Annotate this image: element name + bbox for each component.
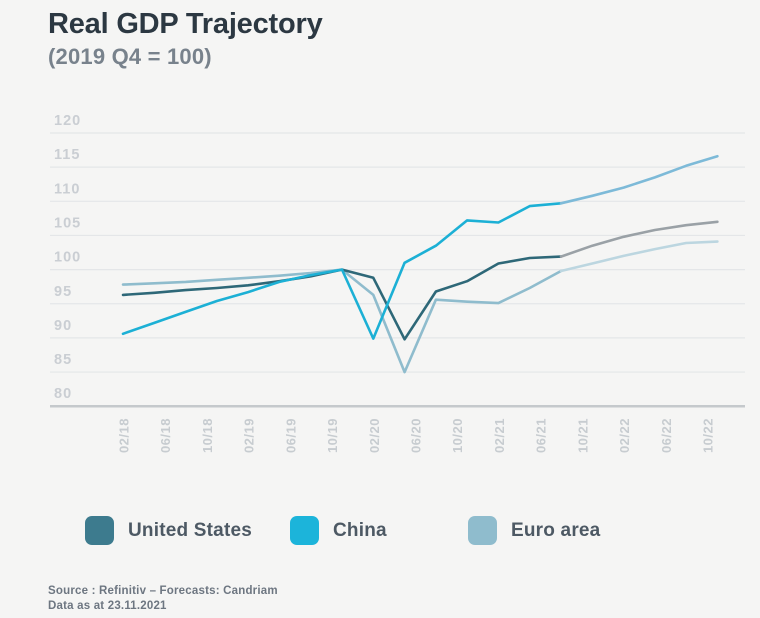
line-forecast-china bbox=[559, 154, 719, 205]
x-tick-label: 06/18 bbox=[158, 418, 173, 453]
page-title: Real GDP Trajectory bbox=[48, 8, 323, 40]
legend-item-euro-area: Euro area bbox=[468, 516, 600, 545]
series-lines bbox=[121, 154, 719, 374]
source-line: Source : Refinitiv – Forecasts: Candriam bbox=[48, 585, 278, 597]
x-tick-label: 06/19 bbox=[283, 418, 298, 453]
legend-item-united-states: United States bbox=[85, 516, 290, 545]
y-tick-label: 80 bbox=[54, 386, 72, 402]
y-tick-label: 115 bbox=[54, 147, 80, 163]
x-axis-labels: 02/18 06/18 10/18 02/19 06/19 10/19 02/20 06/20… bbox=[117, 418, 716, 453]
y-tick-label: 105 bbox=[54, 215, 81, 231]
source-note: Source : Refinitiv – Forecasts: Candriam… bbox=[48, 584, 278, 613]
legend-label: Euro area bbox=[511, 519, 601, 541]
page-subtitle: (2019 Q4 = 100) bbox=[48, 44, 212, 69]
x-tick-label: 02/19 bbox=[242, 418, 257, 453]
x-tick-label: 02/20 bbox=[367, 418, 382, 453]
line-actual-euro-area bbox=[121, 268, 563, 374]
x-tick-label: 10/20 bbox=[450, 418, 465, 453]
x-tick-label: 10/18 bbox=[200, 418, 215, 453]
x-tick-label: 02/22 bbox=[617, 418, 632, 453]
chart-header: Real GDP Trajectory (2019 Q4 = 100) bbox=[48, 8, 323, 70]
x-tick-label: 10/19 bbox=[325, 418, 340, 453]
y-tick-label: 110 bbox=[54, 181, 80, 197]
euro-area-swatch bbox=[468, 516, 497, 545]
y-tick-label: 85 bbox=[54, 352, 72, 368]
x-tick-label: 10/22 bbox=[701, 418, 716, 453]
china-swatch bbox=[290, 516, 319, 545]
legend-item-china: China bbox=[290, 516, 468, 545]
line-forecast-united-states bbox=[559, 220, 719, 258]
line-forecast-euro-area bbox=[559, 240, 719, 273]
y-tick-label: 120 bbox=[54, 113, 81, 129]
x-tick-label: 06/20 bbox=[409, 418, 424, 453]
legend-label: China bbox=[333, 519, 387, 541]
y-tick-label: 95 bbox=[54, 284, 72, 300]
x-tick-label: 02/21 bbox=[492, 418, 507, 453]
line-actual-china bbox=[121, 202, 563, 340]
y-tick-label: 90 bbox=[54, 318, 72, 334]
y-tick-label: 100 bbox=[54, 250, 81, 266]
x-tick-label: 10/21 bbox=[575, 418, 590, 453]
data-date-line: Data as at 23.11.2021 bbox=[48, 599, 167, 612]
united-states-swatch bbox=[85, 516, 114, 545]
x-tick-label: 06/21 bbox=[534, 418, 549, 453]
gridlines: 120 115 110 105 100 95 90 85 80 bbox=[50, 113, 745, 408]
x-tick-label: 06/22 bbox=[659, 418, 674, 453]
legend-label: United States bbox=[128, 519, 253, 541]
chart-legend: United States China Euro area bbox=[85, 516, 600, 545]
x-tick-label: 02/18 bbox=[117, 418, 132, 453]
